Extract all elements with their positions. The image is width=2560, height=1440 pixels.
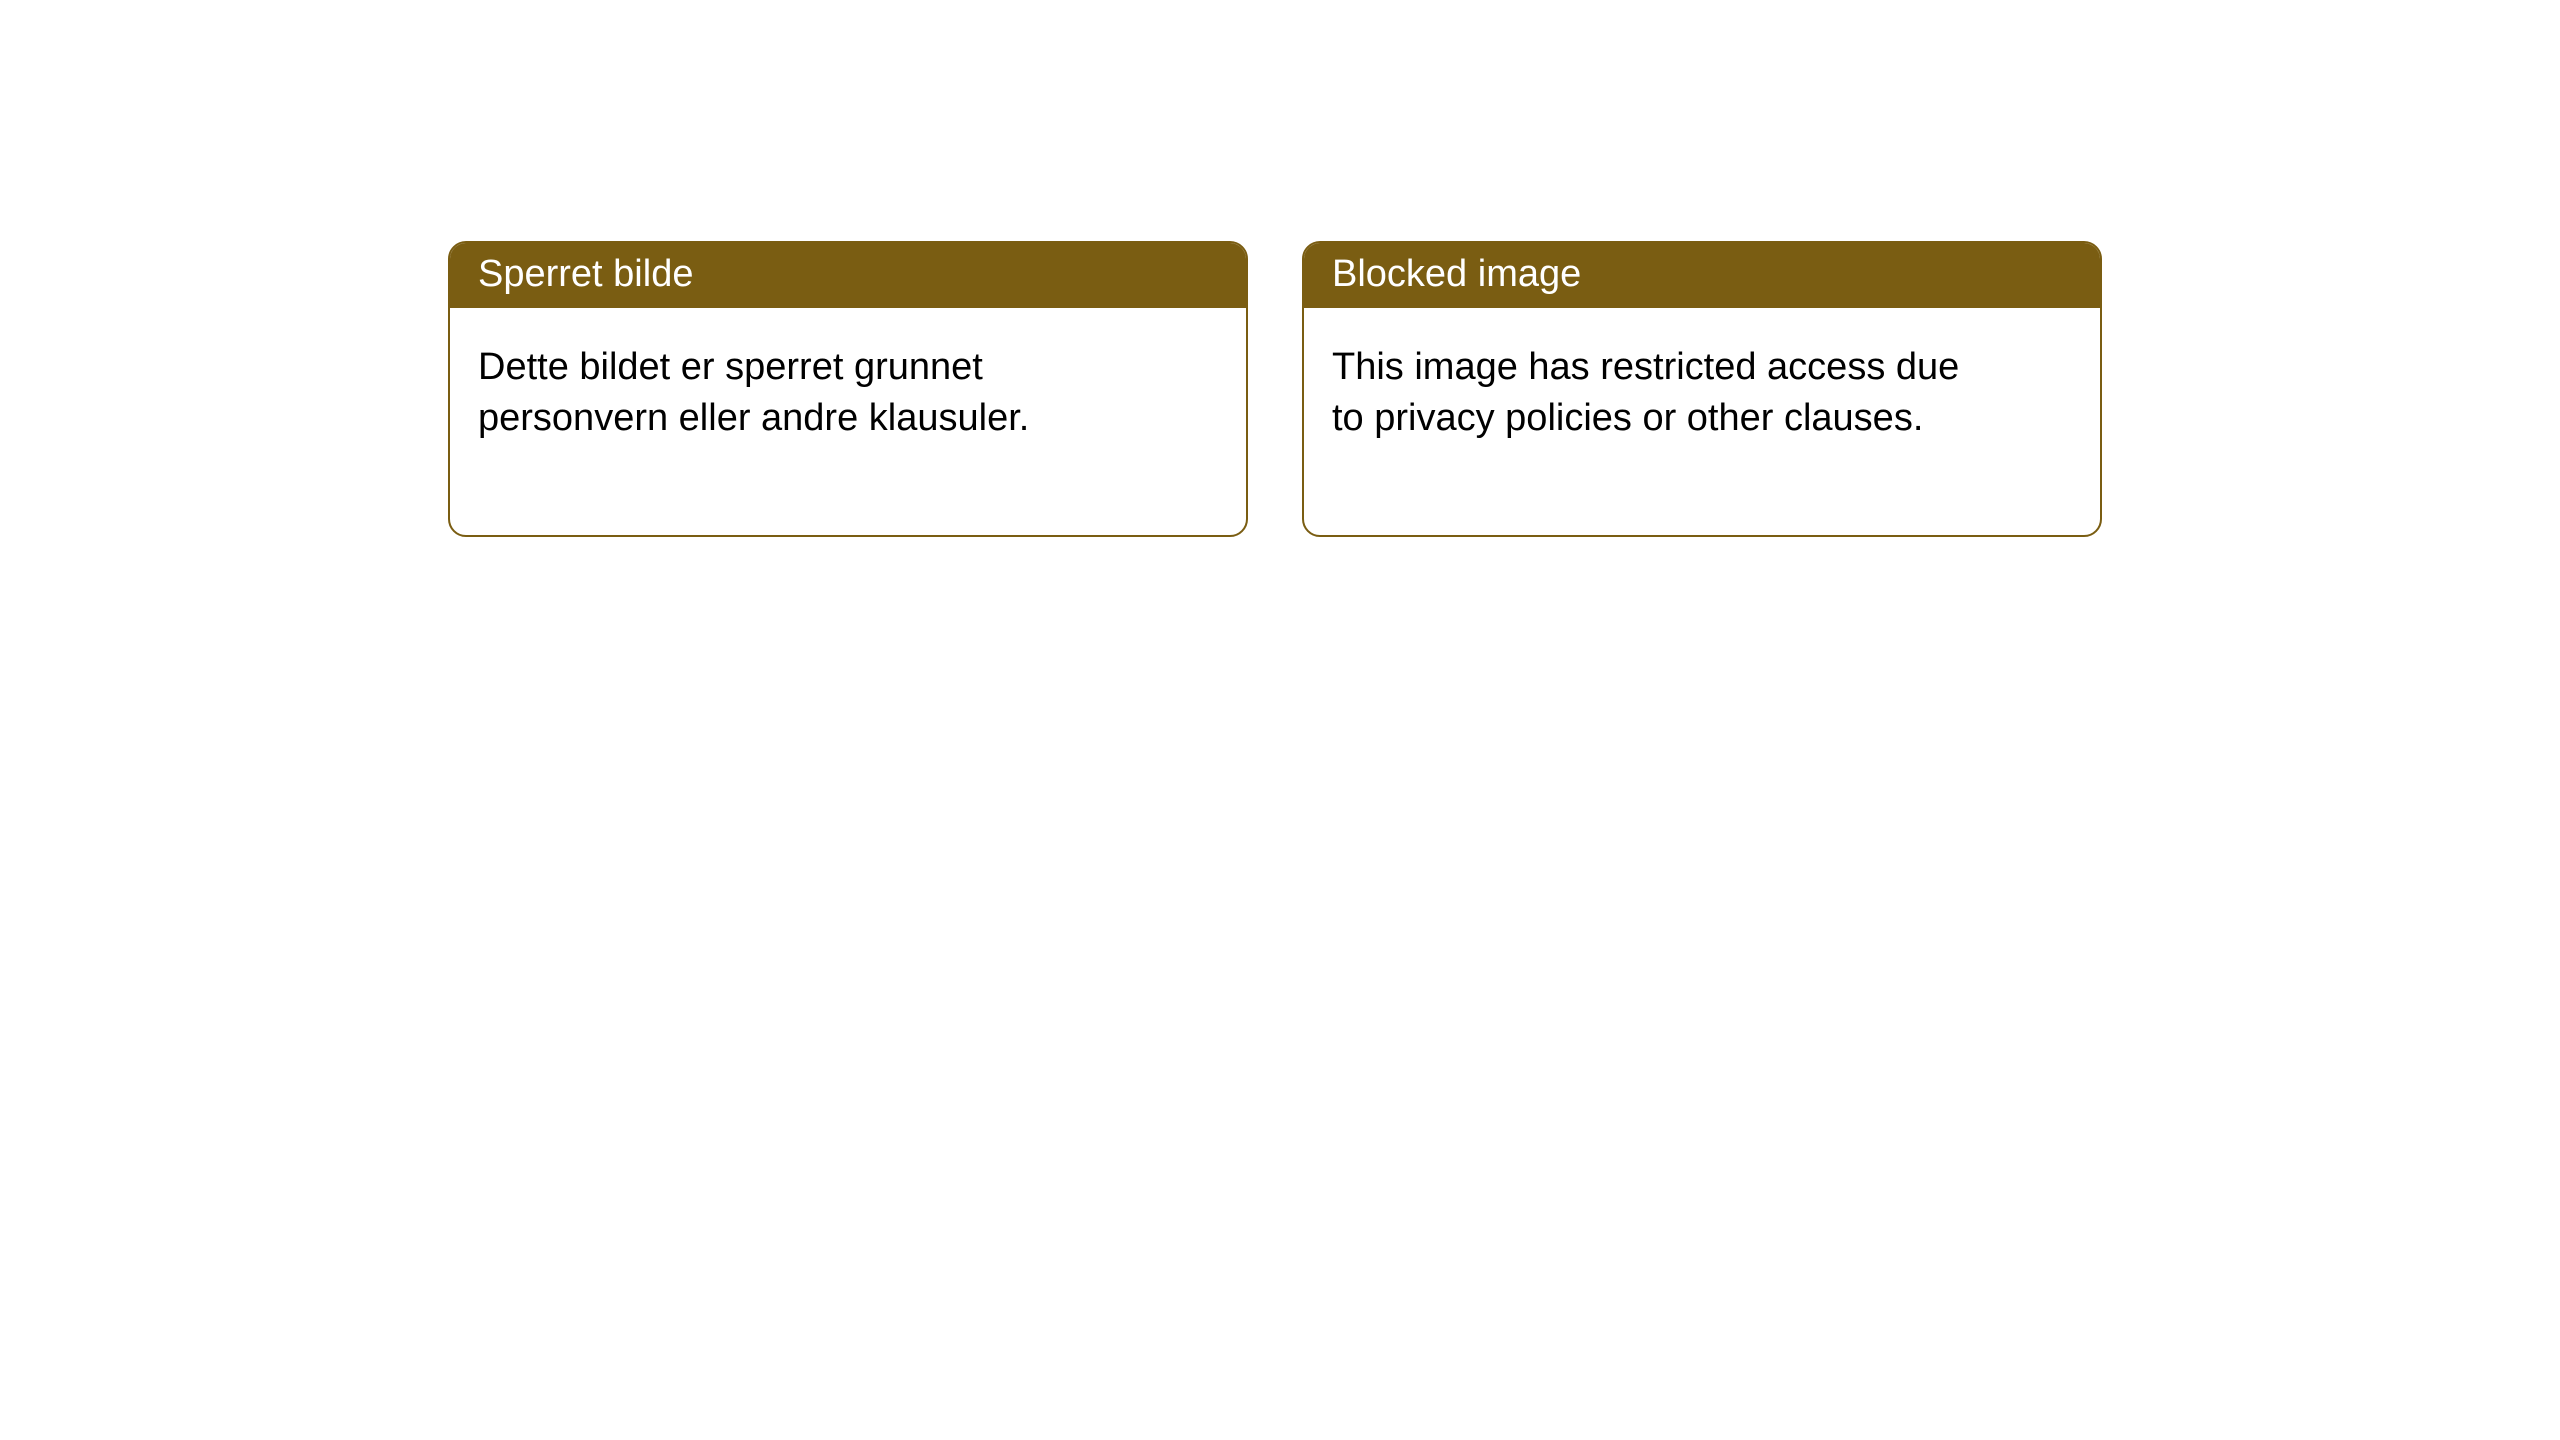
notice-title: Sperret bilde (450, 243, 1246, 308)
notice-body: Dette bildet er sperret grunnet personve… (450, 308, 1150, 535)
notice-card-english: Blocked image This image has restricted … (1302, 241, 2102, 537)
notice-body: This image has restricted access due to … (1304, 308, 2004, 535)
notice-container: Sperret bilde Dette bildet er sperret gr… (0, 0, 2560, 537)
notice-card-norwegian: Sperret bilde Dette bildet er sperret gr… (448, 241, 1248, 537)
notice-title: Blocked image (1304, 243, 2100, 308)
